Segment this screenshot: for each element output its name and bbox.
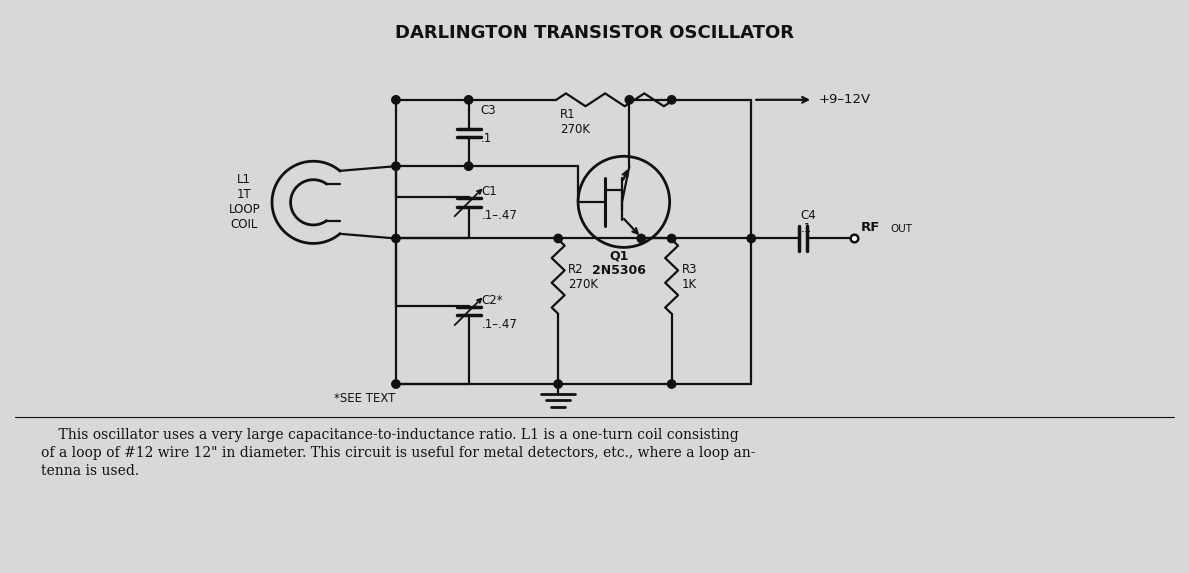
Text: C1: C1 [482,185,497,198]
Text: DARLINGTON TRANSISTOR OSCILLATOR: DARLINGTON TRANSISTOR OSCILLATOR [395,25,794,42]
Circle shape [637,234,646,242]
Circle shape [554,234,562,242]
Text: C4: C4 [800,209,817,222]
Circle shape [391,162,401,170]
Circle shape [554,380,562,388]
Text: R2
270K: R2 270K [568,262,598,291]
Circle shape [465,96,473,104]
Circle shape [391,234,401,242]
Circle shape [667,234,675,242]
Text: .1: .1 [480,132,492,145]
Circle shape [747,234,755,242]
Circle shape [465,162,473,170]
Text: R1
270K: R1 270K [560,108,590,136]
Circle shape [625,96,634,104]
Text: RF: RF [861,221,880,234]
Text: .1–.47: .1–.47 [482,318,517,331]
Text: OUT: OUT [891,223,913,234]
Text: Q1
2N5306: Q1 2N5306 [592,249,646,277]
Circle shape [391,96,401,104]
Circle shape [667,380,675,388]
Circle shape [391,380,401,388]
Text: +9–12V: +9–12V [819,93,872,107]
Text: This oscillator uses a very large capacitance-to-inductance ratio. L1 is a one-t: This oscillator uses a very large capaci… [40,427,755,478]
Text: .1–.47: .1–.47 [482,209,517,222]
Text: C2*: C2* [482,295,503,307]
Text: L1
1T
LOOP
COIL: L1 1T LOOP COIL [228,173,260,231]
Circle shape [667,96,675,104]
Text: .1: .1 [800,222,812,236]
Text: R3
1K: R3 1K [681,262,697,291]
Text: C3: C3 [480,104,496,117]
Text: *SEE TEXT: *SEE TEXT [334,392,396,405]
